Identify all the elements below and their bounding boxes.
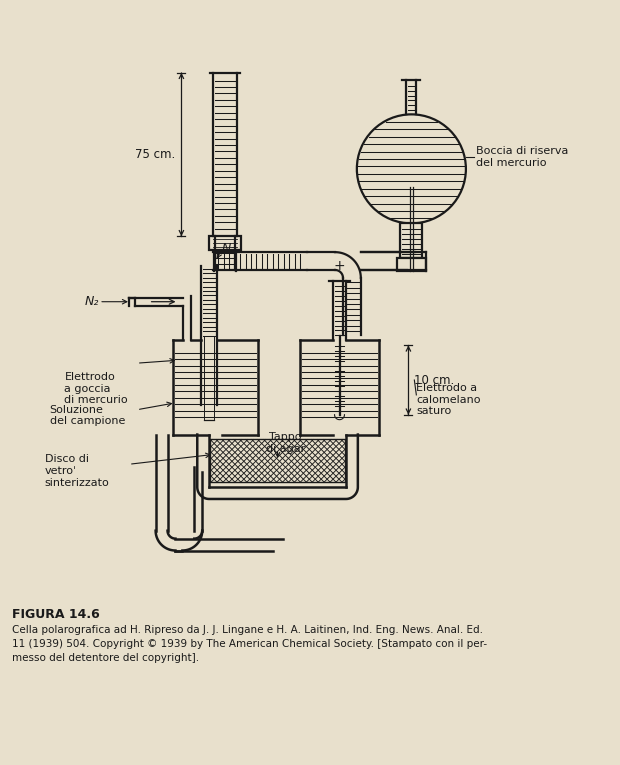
Text: Boccia di riserva
del mercurio: Boccia di riserva del mercurio	[476, 146, 568, 168]
Text: 11 (1939) 504. Copyright © 1939 by The American Chemical Society. [Stampato con : 11 (1939) 504. Copyright © 1939 by The A…	[12, 639, 487, 649]
Text: Disco di
vetroˈ
sinterizzato: Disco di vetroˈ sinterizzato	[45, 454, 109, 487]
Text: Soluzione
del campione: Soluzione del campione	[50, 405, 125, 426]
Text: Cella polarografica ad H. Ripreso da J. J. Lingane e H. A. Laitinen, Ind. Eng. N: Cella polarografica ad H. Ripreso da J. …	[12, 625, 483, 635]
Bar	[401, 223, 422, 258]
Text: N₂: N₂	[222, 242, 236, 255]
Bar	[210, 440, 345, 482]
Text: FIGURA 14.6: FIGURA 14.6	[12, 608, 100, 621]
Text: Elettrodo a
calomelano
saturo: Elettrodo a calomelano saturo	[417, 383, 481, 416]
Text: 75 cm.: 75 cm.	[135, 148, 175, 161]
Text: +: +	[334, 259, 345, 273]
Bar	[397, 258, 426, 271]
Text: Tappo
di agar: Tappo di agar	[266, 432, 305, 454]
Bar	[209, 236, 241, 250]
Text: N₂: N₂	[85, 295, 99, 308]
Text: messo del detentore del copyright].: messo del detentore del copyright].	[12, 653, 199, 662]
Text: Elettrodo
a goccia
di mercurio: Elettrodo a goccia di mercurio	[64, 372, 128, 405]
Text: 10 cm.: 10 cm.	[414, 373, 454, 386]
